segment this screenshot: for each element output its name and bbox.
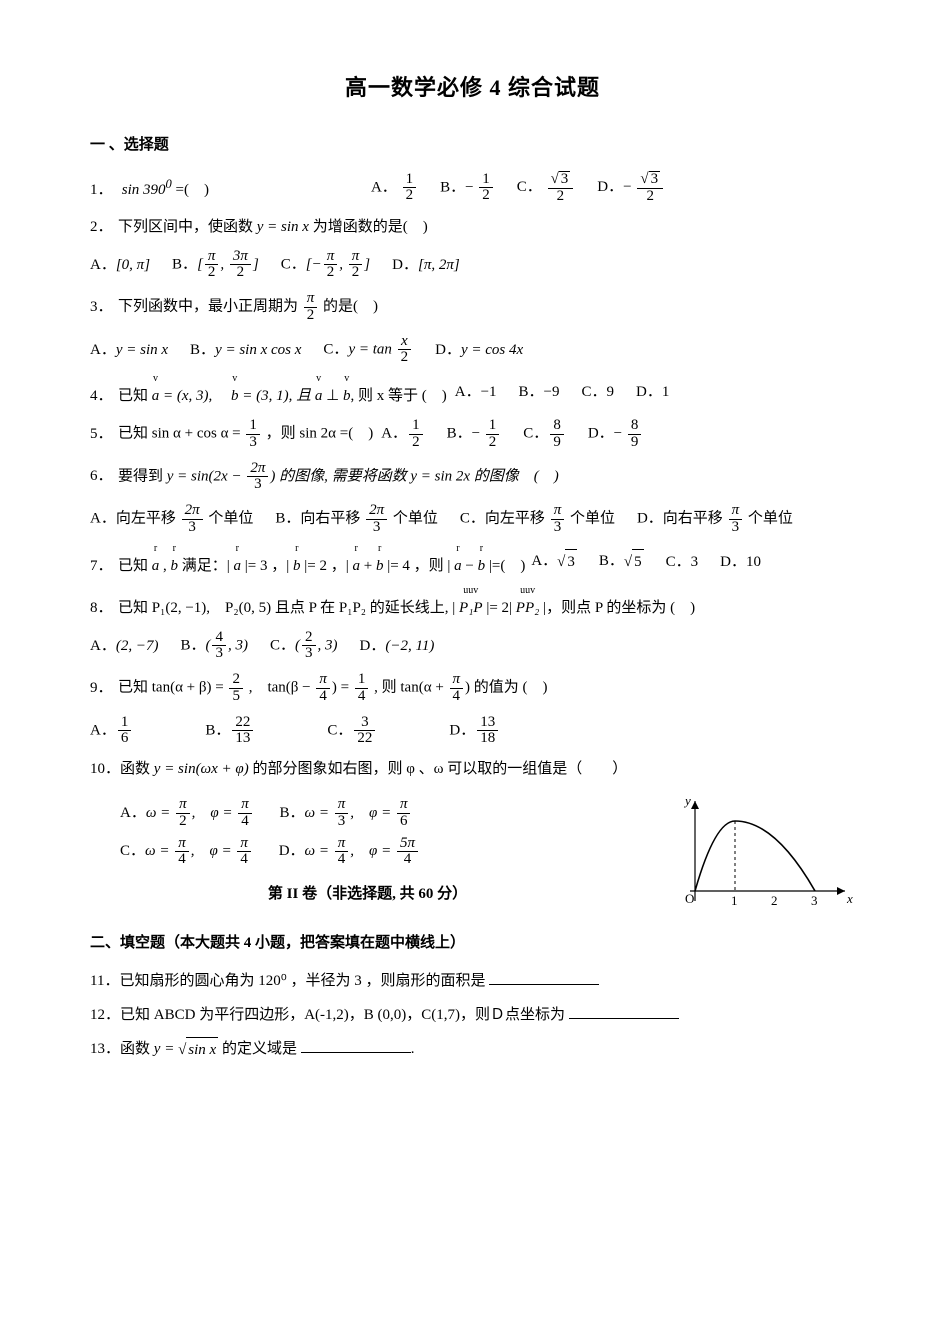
q1-num: 1． xyxy=(90,178,118,202)
question-1: 1． sin 3900 =( ) A． 12 B．− 12 C． √32 D．−… xyxy=(90,171,855,205)
question-13: 13．函数 y = √sin x 的定义域是 . xyxy=(90,1037,855,1062)
question-3-options: A．y = sin x B．y = sin x cos x C．y = tan … xyxy=(90,334,855,367)
q1-eq: =( ) xyxy=(176,182,209,198)
question-10-body: A．ω = π2, φ = π4 B．ω = π3, φ = π6 C．ω = … xyxy=(90,791,855,921)
question-5: 5．已知 sin α + cos α = 13 ，则 sin 2α =( ) A… xyxy=(90,418,855,451)
question-6-options: A．向左平移 2π3 个单位 B．向右平移 2π3 个单位 C．向左平移 π3 … xyxy=(90,503,855,536)
svg-text:x: x xyxy=(846,891,853,906)
svg-text:3: 3 xyxy=(811,893,818,908)
section-1-heading: 一 、选择题 xyxy=(90,133,855,157)
part2-heading: 第 II 卷（非选择题, 共 60 分） xyxy=(90,882,645,906)
svg-text:y: y xyxy=(683,793,691,808)
question-10: 10．函数 y = sin(ωx + φ) 的部分图象如右图，则 φ 、ω 可以… xyxy=(90,757,855,781)
q10-graph: y x O 1 2 3 xyxy=(665,791,855,921)
question-8-options: A．(2, −7) B．(43, 3) C．(23, 3) D．(−2, 11) xyxy=(90,630,855,663)
question-3: 3．下列函数中，最小正周期为 π2 的是( ) xyxy=(90,291,855,324)
blank-13[interactable] xyxy=(301,1037,411,1053)
svg-text:1: 1 xyxy=(731,893,738,908)
svg-text:O: O xyxy=(685,891,694,906)
blank-12[interactable] xyxy=(569,1003,679,1019)
question-2-options: A．[0, π] B．[π2, 3π2] C．[−π2, π2] D．[π, 2… xyxy=(90,249,855,282)
q1-stem: sin 390 xyxy=(122,182,166,198)
question-4: 4．已知 va = (x, 3), vb = (3, 1), 且 va ⊥ vb… xyxy=(90,376,855,408)
q1-A: A． xyxy=(371,179,397,195)
question-8: 8．已知 P₁(2, −1), P₂(0, 5) 且点 P 在 P₁P₂ 的延长… xyxy=(90,588,855,620)
svg-text:2: 2 xyxy=(771,893,778,908)
question-9-options: A．16 B．2213 C．322 D．1318 xyxy=(90,715,855,748)
question-12: 12．已知 ABCD 为平行四边形，A(-1,2)，B (0,0)，C(1,7)… xyxy=(90,1003,855,1027)
q1-B: B． xyxy=(440,179,465,195)
page-title: 高一数学必修 4 综合试题 xyxy=(90,70,855,105)
question-6: 6．要得到 y = sin(2x − 2π3) 的图像, 需要将函数 y = s… xyxy=(90,461,855,494)
question-9: 9．已知 tan(α + β) = 25 , tan(β − π4) = 14 … xyxy=(90,672,855,705)
section-2-heading: 二、填空题（本大题共 4 小题，把答案填在题中横线上） xyxy=(90,931,855,955)
question-11: 11．已知扇形的圆心角为 120⁰ ，半径为 3 ，则扇形的面积是 xyxy=(90,969,855,993)
q1-D: D． xyxy=(597,179,623,195)
question-7: 7．已知 ra , rb 满足：| ra |= 3 ，| rb |= 2 ，| … xyxy=(90,546,855,578)
q1-C: C． xyxy=(517,179,542,195)
question-2: 2．下列区间中，使函数 y = sin x 为增函数的是( ) xyxy=(90,215,855,239)
blank-11[interactable] xyxy=(489,969,599,985)
